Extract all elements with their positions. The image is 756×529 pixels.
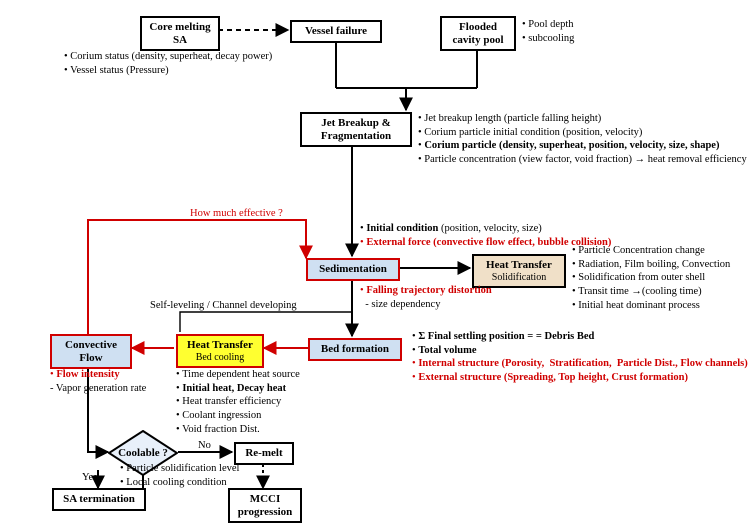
node-label: Flow — [79, 352, 102, 365]
node-label: SA — [173, 34, 187, 47]
annot-sed-below: • Falling trajectory distortion - size d… — [360, 284, 492, 311]
node-label: Vessel failure — [305, 25, 367, 38]
annot-cavity: • Pool depth• subcooling — [522, 18, 574, 45]
label-yes: Yes — [82, 472, 97, 483]
node-sedimentation: Sedimentation — [306, 258, 400, 281]
node-vessel-failure: Vessel failure — [290, 20, 382, 43]
annot-htsolid: • Particle Concentration change• Radiati… — [572, 244, 730, 312]
node-label: Convective — [65, 339, 117, 352]
node-flooded-cavity: Flooded cavity pool — [440, 16, 516, 51]
node-label: Flooded — [459, 21, 497, 34]
node-jet-breakup: Jet Breakup & Fragmentation — [300, 112, 412, 147]
node-label: Bed formation — [321, 343, 389, 356]
label-how-much-effective: How much effective ? — [190, 208, 283, 219]
node-sublabel: Bed cooling — [196, 352, 245, 364]
node-label: Sedimentation — [319, 263, 387, 276]
node-label: Core melting — [149, 21, 210, 34]
node-label: SA termination — [63, 493, 135, 506]
node-label: Re-melt — [245, 447, 282, 460]
annot-cool: • Particle solidification level• Local c… — [120, 462, 239, 489]
annot-core: • Corium status (density, superheat, dec… — [64, 50, 272, 77]
node-heat-transfer-bed-cooling: Heat Transfer Bed cooling — [176, 334, 264, 368]
annot-conv: • Flow intensity- Vapor generation rate — [50, 368, 146, 395]
node-label: Heat Transfer — [486, 259, 552, 272]
node-label: Jet Breakup & — [321, 117, 390, 130]
annot-jet: • Jet breakup length (particle falling h… — [418, 112, 748, 167]
node-remelt: Re-melt — [234, 442, 294, 465]
annot-bed: • Σ Final settling position = = Debris B… — [412, 330, 752, 385]
node-mcci-progression: MCCI progression — [228, 488, 302, 523]
node-sublabel: Solidification — [492, 272, 546, 284]
node-label: MCCI — [250, 493, 281, 506]
label-self-leveling: Self-leveling / Channel developing — [150, 300, 297, 311]
label-no: No — [198, 440, 211, 451]
node-convective-flow: Convective Flow — [50, 334, 132, 369]
node-label: Fragmentation — [321, 130, 391, 143]
node-label: progression — [238, 506, 293, 519]
node-sa-termination: SA termination — [52, 488, 146, 511]
node-core-melting: Core melting SA — [140, 16, 220, 51]
node-label: cavity pool — [452, 34, 503, 47]
node-bed-formation: Bed formation — [308, 338, 402, 361]
node-label: Heat Transfer — [187, 339, 253, 352]
annot-htcool: • Time dependent heat source• Initial he… — [176, 368, 300, 436]
